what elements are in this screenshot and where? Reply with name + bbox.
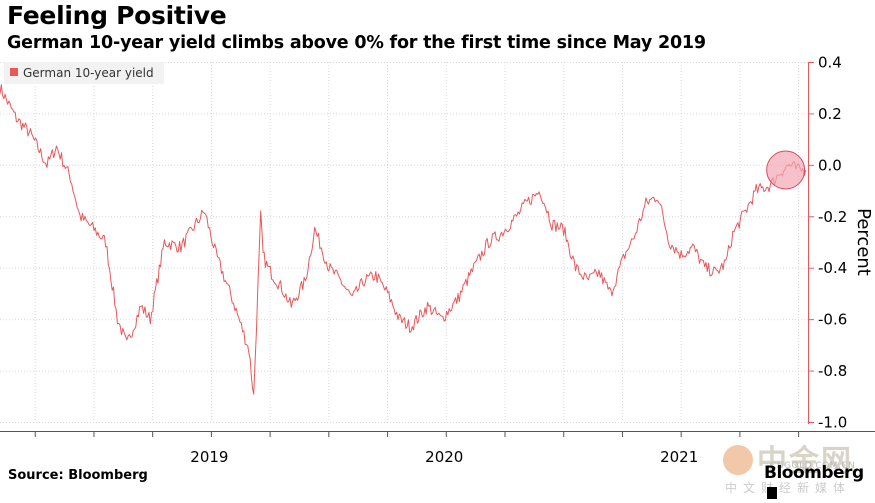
y-axis-title: Percent bbox=[853, 208, 874, 276]
brand-square-icon bbox=[767, 487, 777, 499]
grid-lines bbox=[0, 62, 808, 423]
watermark-logo-text: 中金网 bbox=[757, 444, 853, 479]
legend: German 10-year yield bbox=[4, 62, 164, 84]
series-line-german-10-year-yield bbox=[0, 84, 807, 395]
watermark-logo: 中金网 bbox=[723, 436, 853, 480]
y-tick-label: 0.4 bbox=[818, 54, 842, 72]
y-tick-label: -0.8 bbox=[818, 362, 847, 380]
y-tick-label: 0.2 bbox=[818, 105, 842, 123]
brand-name: Bloomberg bbox=[764, 463, 864, 483]
chart-subtitle: German 10-year yield climbs above 0% for… bbox=[7, 33, 706, 53]
legend-swatch bbox=[10, 68, 18, 76]
x-year-label: 2021 bbox=[660, 448, 698, 466]
x-year-label: 2020 bbox=[425, 448, 463, 466]
watermark-circle-icon bbox=[723, 445, 753, 475]
legend-box bbox=[4, 62, 164, 84]
source-note: Source: Bloomberg bbox=[8, 468, 148, 483]
x-year-label: 2019 bbox=[190, 448, 228, 466]
watermark-url: CNGOLD.COM.CN bbox=[770, 461, 856, 471]
highlight-layer bbox=[766, 150, 806, 190]
legend-label: German 10-year yield bbox=[23, 66, 154, 80]
series-layer bbox=[0, 84, 807, 395]
y-tick-label: 0.0 bbox=[818, 156, 842, 174]
y-tick-label: -0.2 bbox=[818, 208, 847, 226]
axis-layer: 0.4 0.2 0.0 -0.2 -0.4 -0.6 -0.8 -1.0 2019 2020 202… bbox=[0, 54, 875, 466]
y-tick-label: -0.4 bbox=[818, 259, 847, 277]
watermark-tagline: 中文财经新媒体 bbox=[725, 481, 852, 495]
brand-logo: Bloomberg bbox=[764, 463, 875, 503]
highlight-circle bbox=[766, 150, 806, 190]
chart-title: Feeling Positive bbox=[7, 1, 227, 30]
y-tick-label: -1.0 bbox=[818, 414, 847, 432]
y-tick-label: -0.6 bbox=[818, 311, 847, 329]
